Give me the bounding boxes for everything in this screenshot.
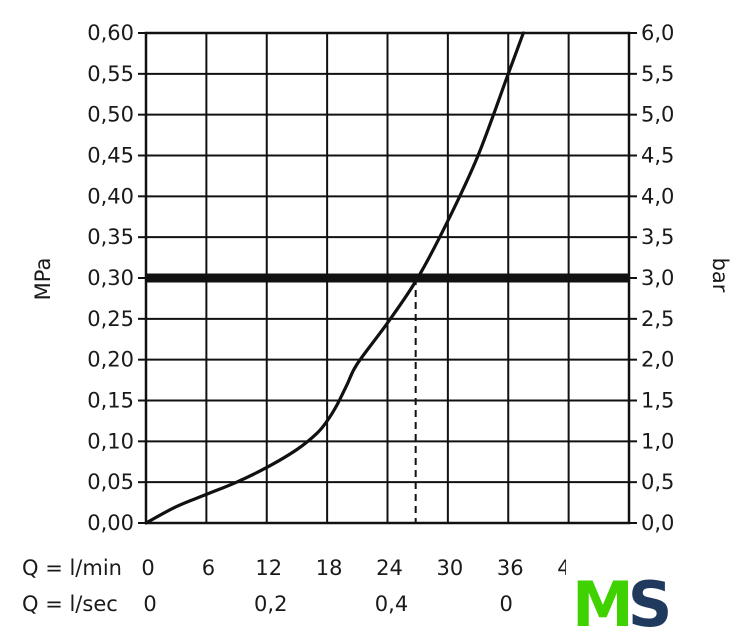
x-row1-tick-label: 18 [316, 556, 343, 580]
left-y-tick-labels: 0,00 0,05 0,10 0,15 0,20 0,25 0,30 0,35 0,40 0,45… [87, 21, 134, 535]
left-y-tick-label: 0,15 [87, 389, 134, 413]
x-row1-tick-label: 24 [376, 556, 403, 580]
right-y-tick-label: 5,5 [641, 62, 674, 86]
x-row1-tick-label: 36 [497, 556, 524, 580]
left-y-tick-label: 0,45 [87, 144, 134, 168]
right-y-tick-label: 4,0 [641, 184, 674, 208]
right-y-tick-label: 0,0 [641, 511, 674, 535]
right-y-tick-label: 1,5 [641, 389, 674, 413]
horizontal-gridlines [138, 32, 637, 524]
left-y-tick-label: 0,05 [87, 470, 134, 494]
left-y-tick-label: 0,10 [87, 429, 134, 453]
x-row2-tick-label: 0,2 [254, 592, 287, 616]
x-row1-tick-label: 30 [437, 556, 464, 580]
right-y-tick-label: 6,0 [641, 21, 674, 45]
x-row1-label: Q = l/min [22, 556, 122, 580]
right-axis-title: bar [708, 258, 732, 293]
left-axis-title: MPa [31, 258, 55, 301]
right-y-tick-label: 4,5 [641, 144, 674, 168]
left-y-tick-label: 0,60 [87, 21, 134, 45]
x-row2-tick-labels: 0 0,2 0,4 0 [143, 592, 513, 616]
x-row1-tick-label: 12 [255, 556, 282, 580]
right-y-tick-label: 3,5 [641, 225, 674, 249]
right-y-tick-labels: 0,0 0,5 1,0 1,5 2,0 2,5 3,0 3,5 4,0 4,5 5,0 5,5 6,0 [641, 21, 674, 535]
left-y-tick-label: 0,00 [87, 511, 134, 535]
right-y-tick-label: 5,0 [641, 103, 674, 127]
ms-logo-lettering: MS [572, 568, 669, 640]
left-y-tick-label: 0,20 [87, 348, 134, 372]
left-y-tick-label: 0,50 [87, 103, 134, 127]
x-row1-tick-label: 0 [141, 556, 154, 580]
x-row2-tick-label: 0 [500, 592, 513, 616]
ms-logo: MS [566, 555, 675, 640]
x-row2-tick-label: 0,4 [375, 592, 408, 616]
x-row1-tick-label: 6 [202, 556, 215, 580]
left-y-tick-label: 0,30 [87, 266, 134, 290]
left-y-tick-label: 0,40 [87, 184, 134, 208]
right-y-tick-label: 1,0 [641, 429, 674, 453]
logo-backdrop [566, 555, 658, 635]
left-y-tick-label: 0,35 [87, 225, 134, 249]
right-y-tick-label: 3,0 [641, 266, 674, 290]
right-y-tick-label: 0,5 [641, 470, 674, 494]
series-curve [144, 31, 525, 525]
x-row2-tick-label: 0 [143, 592, 156, 616]
right-y-tick-label: 2,5 [641, 307, 674, 331]
right-y-tick-label: 2,0 [641, 348, 674, 372]
x-row2-label: Q = l/sec [22, 592, 118, 616]
left-y-tick-label: 0,25 [87, 307, 134, 331]
left-y-tick-label: 0,55 [87, 62, 134, 86]
